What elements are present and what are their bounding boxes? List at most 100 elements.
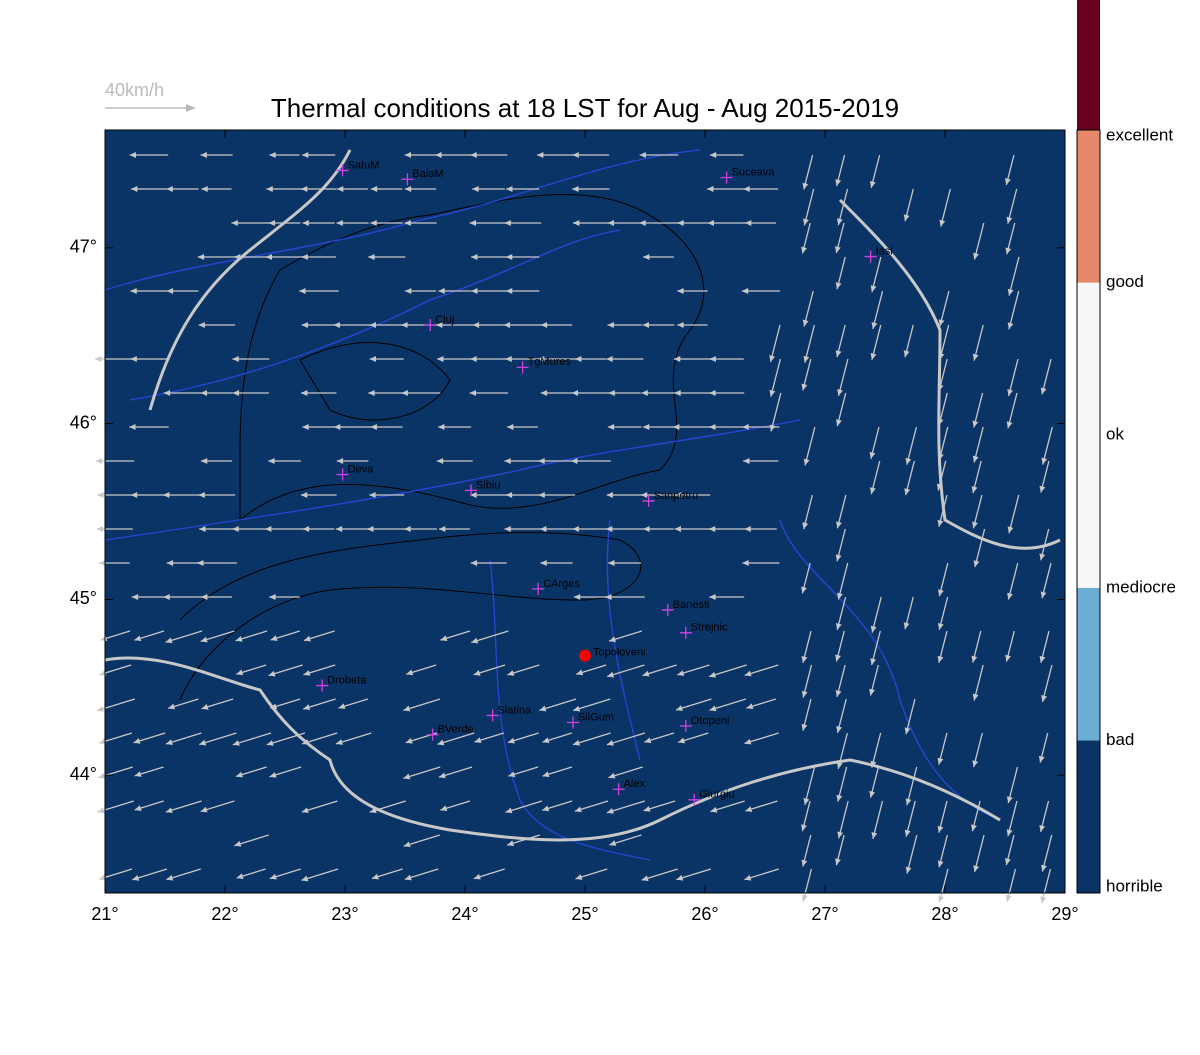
wind-arrow-head [1041, 457, 1048, 465]
wind-arrow-head [130, 492, 138, 498]
wind-arrow-head [1006, 421, 1013, 429]
wind-arrow-head [300, 492, 308, 498]
wind-arrow-head [606, 356, 613, 362]
wind-arrow-head [269, 594, 276, 600]
wind-arrow-head [972, 760, 979, 768]
colorbar-label: ok [1106, 425, 1124, 444]
city-label: Banesti [673, 599, 710, 611]
wind-arrow-head [197, 560, 204, 566]
wind-arrow-head [302, 424, 309, 430]
wind-arrows [95, 152, 1053, 904]
wind-arrow-head [473, 873, 481, 880]
city-label: Drobeta [327, 674, 367, 686]
wind-arrow-head [470, 152, 477, 158]
wind-arrow-head [540, 322, 548, 328]
wind-arrow-head [744, 526, 751, 532]
wind-arrow-head [371, 873, 379, 880]
colorbar-segment [1077, 282, 1100, 436]
wind-arrow-head [1039, 485, 1046, 493]
wind-arrow-head [166, 874, 174, 881]
wind-arrow-head [336, 458, 344, 464]
wind-arrow-head [471, 288, 478, 294]
colorbar-segment [1077, 0, 1100, 131]
wind-arrow-head [335, 526, 343, 532]
wind-arrow [770, 392, 782, 432]
wind-arrow-head [641, 390, 648, 396]
wind-arrow-head [540, 560, 547, 566]
wind-arrow-head [937, 757, 944, 765]
wind-arrow-head [507, 424, 514, 430]
wind-arrow-head [1005, 654, 1011, 662]
wind-arrow-head [369, 807, 377, 814]
wind-arrow-head [673, 424, 680, 430]
wind-arrow [906, 766, 918, 806]
wind-arrow-head [870, 625, 877, 633]
wind-arrow-head [573, 220, 580, 226]
wind-arrow-head [801, 586, 807, 594]
wind-arrow-head [268, 220, 276, 226]
city-label: Cluj [435, 314, 454, 326]
wind-arrow-head [235, 636, 243, 642]
wind-arrow-head [472, 186, 479, 192]
wind-arrow-head [573, 739, 580, 746]
x-tick-label: 26° [691, 904, 718, 924]
wind-arrow-head [742, 424, 749, 430]
wind-arrow-head [134, 805, 142, 811]
wind-arrow-head [440, 805, 448, 812]
wind-arrow-head [401, 390, 408, 396]
x-tick-label: 25° [571, 904, 598, 924]
wind-arrow-head [436, 322, 443, 328]
wind-arrow-head [505, 492, 513, 498]
wind-arrow-head [869, 180, 876, 188]
wind-arrow-head [769, 389, 776, 397]
wind-arrow-head [744, 874, 752, 881]
wind-arrow-head [232, 740, 240, 746]
wind-arrow-head [265, 526, 272, 532]
wind-arrow-head [435, 152, 442, 158]
wind-arrow-head [268, 458, 275, 464]
wind-arrow-head [438, 288, 445, 294]
colorbar-label: good [1106, 272, 1144, 291]
wind-arrow-head [801, 655, 808, 663]
wind-arrow-head [338, 703, 346, 710]
wind-arrow-head [903, 214, 910, 222]
wind-arrow-head [801, 246, 807, 254]
wind-arrow-head [744, 220, 752, 226]
wind-arrow-head [197, 254, 205, 260]
wind-scale-label: 40km/h [105, 80, 164, 100]
wind-arrow-head [937, 589, 944, 597]
wind-arrow [1008, 290, 1020, 330]
wind-arrow-head [1007, 389, 1014, 397]
wind-arrow-head [95, 356, 102, 362]
city-marker [612, 783, 625, 796]
wind-arrow-head [835, 622, 842, 630]
city-marker [486, 709, 499, 722]
wind-arrow-head [266, 186, 273, 192]
wind-arrow-head [200, 152, 207, 158]
colorbar-segment [1077, 740, 1100, 893]
wind-arrow-head [607, 424, 615, 430]
x-tick-label: 23° [331, 904, 358, 924]
wind-arrow [1007, 358, 1019, 397]
wind-arrow-head [836, 521, 842, 529]
wind-arrow-head [166, 560, 174, 566]
wind-arrow-head [1007, 526, 1014, 534]
wind-arrow-head [745, 806, 753, 812]
y-tick-label: 46° [70, 412, 97, 432]
wind-arrow-head [133, 738, 141, 744]
wind-arrow-head [266, 740, 274, 746]
wind-arrow [606, 664, 645, 678]
city-label: BVerde [438, 724, 474, 736]
wind-arrow-head [301, 322, 308, 328]
wind-arrow-head [505, 807, 513, 814]
wind-arrow-head [504, 458, 511, 464]
wind-arrow-head [97, 492, 104, 498]
wind-arrow [708, 664, 747, 678]
wind-arrow-head [370, 220, 377, 226]
wind-arrow-head [746, 703, 754, 710]
wind-arrow [505, 800, 543, 813]
wind-arrow-head [937, 519, 944, 527]
wind-arrow-head [609, 840, 617, 846]
wind-arrow-head [709, 594, 716, 600]
wind-arrow [165, 630, 203, 643]
